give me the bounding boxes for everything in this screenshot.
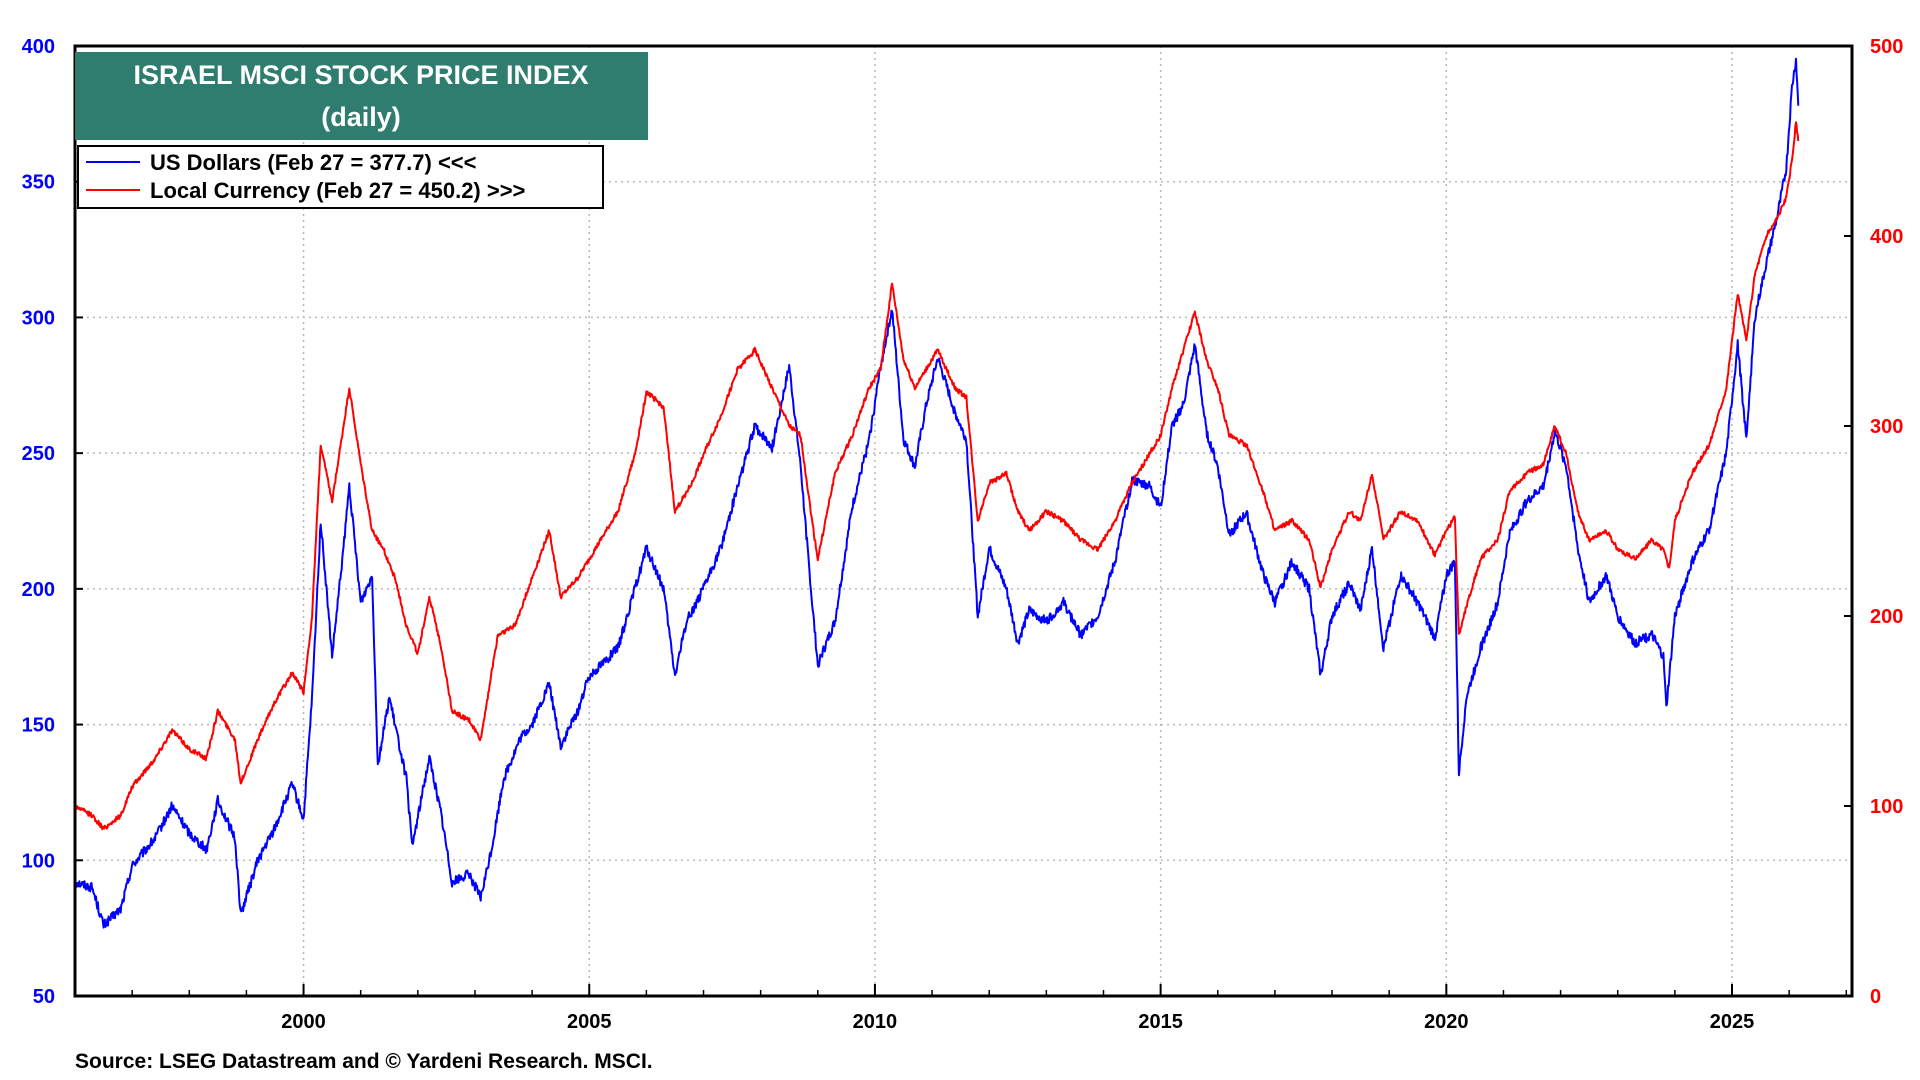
series-line-usd xyxy=(74,57,1800,929)
tick-label-x: 2000 xyxy=(281,1011,326,1033)
tick-label-left: 250 xyxy=(22,443,55,465)
title-box: ISRAEL MSCI STOCK PRICE INDEX (daily) xyxy=(75,52,648,140)
tick-label-right: 200 xyxy=(1870,606,1903,628)
legend-box xyxy=(77,145,604,209)
tick-label-right: 100 xyxy=(1870,796,1903,818)
grid xyxy=(75,46,1852,996)
tick-label-left: 400 xyxy=(22,36,55,58)
tick-label-x: 2005 xyxy=(567,1011,612,1033)
tick-label-left: 200 xyxy=(22,579,55,601)
title-background xyxy=(75,52,648,140)
left-axis: 50 100 150 200 250 300 350 400 xyxy=(22,36,83,1008)
tick-label-left: 50 xyxy=(33,986,55,1008)
x-axis: 2000 2005 2010 2015 2020 2025 xyxy=(74,984,1848,1033)
tick-label-x: 2010 xyxy=(853,1011,898,1033)
series-line-local xyxy=(74,121,1800,831)
source-note: Source: LSEG Datastream and © Yardeni Re… xyxy=(75,1050,653,1073)
legend-label-local: Local Currency (Feb 27 = 450.2) >>> xyxy=(150,178,525,203)
legend-label-usd: US Dollars (Feb 27 = 377.7) <<< xyxy=(150,150,477,175)
tick-label-x: 2025 xyxy=(1710,1011,1755,1033)
tick-label-left: 300 xyxy=(22,307,55,329)
tick-label-x: 2020 xyxy=(1424,1011,1469,1033)
plot-frame xyxy=(73,44,1854,998)
tick-label-x: 2015 xyxy=(1138,1011,1183,1033)
series-layer xyxy=(74,57,1800,929)
tick-label-right: 500 xyxy=(1870,36,1903,58)
legend: US Dollars (Feb 27 = 377.7) <<< Local Cu… xyxy=(77,145,604,209)
chart-title: ISRAEL MSCI STOCK PRICE INDEX xyxy=(133,60,588,90)
tick-label-left: 350 xyxy=(22,172,55,194)
chart-subtitle: (daily) xyxy=(321,102,401,132)
tick-label-left: 100 xyxy=(22,850,55,872)
right-axis: 0 100 200 300 400 500 xyxy=(1844,36,1903,1008)
tick-label-right: 300 xyxy=(1870,416,1903,438)
tick-label-right: 0 xyxy=(1870,986,1881,1008)
tick-label-left: 150 xyxy=(22,715,55,737)
tick-label-right: 400 xyxy=(1870,226,1903,248)
